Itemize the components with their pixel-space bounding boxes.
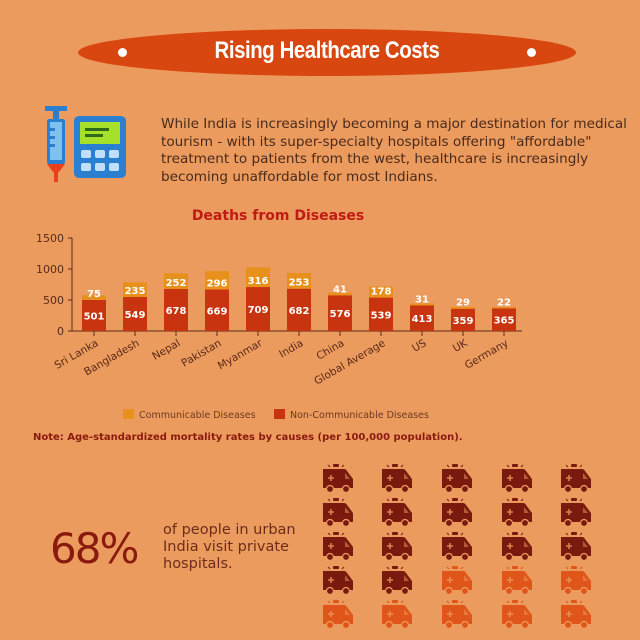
bar-communicable	[205, 271, 229, 290]
data-label-communicable: 316	[248, 276, 269, 287]
ambulance-icon	[442, 532, 472, 562]
stat-value: 68%	[50, 524, 139, 573]
ambulance-icon	[382, 498, 412, 528]
ambulance-icon	[382, 566, 412, 596]
bar-noncommunicable	[369, 297, 393, 331]
medical-icons	[45, 106, 126, 182]
bar-noncommunicable	[164, 288, 188, 331]
x-tick-label: Nepal	[150, 337, 182, 363]
ambulance-icon	[442, 464, 472, 494]
data-label-communicable: 29	[456, 298, 470, 309]
data-label-noncommunicable: 576	[330, 309, 351, 320]
data-label-noncommunicable: 359	[453, 316, 474, 327]
legend-swatch-noncommunicable	[274, 409, 285, 419]
data-label-noncommunicable: 678	[166, 306, 187, 317]
data-label-noncommunicable: 669	[207, 306, 228, 317]
ambulance-icon	[561, 532, 591, 562]
data-label-communicable: 75	[87, 289, 101, 300]
bar-noncommunicable	[287, 288, 311, 331]
bar-communicable	[328, 292, 352, 296]
chart-title: Deaths from Diseases	[192, 208, 364, 224]
ambulance-icon	[382, 532, 412, 562]
ambulance-icon	[442, 566, 472, 596]
legend-swatch-communicable	[123, 409, 134, 419]
data-label-communicable: 41	[333, 284, 347, 295]
banner-dot	[118, 48, 127, 57]
ambulance-icon	[382, 600, 412, 630]
ambulance-icon	[323, 464, 353, 494]
x-tick-label: China	[315, 337, 347, 362]
y-tick-label: 0	[57, 325, 64, 338]
y-tick-label: 500	[43, 294, 64, 307]
bar-communicable	[451, 306, 475, 309]
legend-label-communicable: Communicable Diseases	[139, 410, 256, 421]
bar-communicable	[82, 295, 106, 300]
banner-dot	[527, 48, 536, 57]
ambulance-icon	[502, 566, 532, 596]
data-label-noncommunicable: 365	[494, 316, 515, 327]
data-label-noncommunicable: 501	[84, 311, 105, 322]
x-tick-label: India	[277, 337, 305, 360]
ambulance-icon	[502, 532, 532, 562]
bar-noncommunicable	[410, 305, 434, 331]
bar-communicable	[123, 282, 147, 297]
bar-noncommunicable	[205, 289, 229, 331]
bar-communicable	[246, 267, 270, 288]
data-label-noncommunicable: 709	[248, 305, 269, 316]
syringe-icon	[45, 106, 67, 182]
bar-communicable	[164, 273, 188, 289]
data-label-noncommunicable: 539	[371, 310, 392, 321]
data-label-noncommunicable: 682	[289, 306, 310, 317]
bar-noncommunicable	[328, 295, 352, 331]
data-label-noncommunicable: 549	[125, 310, 146, 321]
y-tick-label: 1500	[36, 232, 64, 245]
ambulance-icon	[561, 600, 591, 630]
y-tick-label: 1000	[36, 263, 64, 276]
bar-noncommunicable	[82, 299, 106, 331]
bar-communicable	[369, 286, 393, 298]
legend-label-noncommunicable: Non-Communicable Diseases	[290, 410, 429, 421]
x-tick-label: Germany	[463, 337, 511, 372]
ambulance-icon	[323, 600, 353, 630]
ambulance-icon	[442, 600, 472, 630]
page-title: Rising Healthcare Costs	[214, 37, 440, 64]
ambulance-icon	[502, 464, 532, 494]
bar-noncommunicable	[123, 296, 147, 331]
data-label-communicable: 296	[207, 279, 228, 290]
ambulance-icon	[382, 464, 412, 494]
legend: Communicable Diseases Non-Communicable D…	[123, 409, 429, 421]
bar-communicable	[492, 307, 516, 309]
data-label-communicable: 252	[166, 278, 187, 289]
bar-noncommunicable	[246, 287, 270, 331]
deaths-chart: Deaths from Diseases 05001000150050175Sr…	[33, 208, 522, 443]
bar-communicable	[287, 273, 311, 289]
ambulance-icon	[442, 498, 472, 528]
data-label-communicable: 235	[125, 286, 146, 297]
title-banner: Rising Healthcare Costs	[78, 29, 576, 76]
x-tick-label: US	[410, 337, 429, 355]
ambulance-icon	[502, 600, 532, 630]
x-tick-label: UK	[451, 337, 471, 355]
data-label-communicable: 253	[289, 278, 310, 289]
calculator-icon	[74, 116, 126, 178]
ambulance-icon	[561, 498, 591, 528]
bar-noncommunicable	[451, 308, 475, 331]
ambulance-icon	[502, 498, 532, 528]
bar-communicable	[410, 303, 434, 306]
data-label-communicable: 178	[371, 287, 392, 298]
ambulance-icon	[561, 464, 591, 494]
data-label-communicable: 22	[497, 297, 511, 308]
bar-noncommunicable	[492, 308, 516, 331]
stat-description: of people in urban India visit private h…	[163, 522, 296, 572]
data-label-communicable: 31	[415, 294, 429, 305]
intro-paragraph: While India is increasingly becoming a m…	[161, 116, 627, 185]
ambulance-icon	[561, 566, 591, 596]
chart-note: Note: Age-standardized mortality rates b…	[33, 432, 463, 443]
ambulance-icon	[323, 498, 353, 528]
ambulance-icon	[323, 532, 353, 562]
data-label-noncommunicable: 413	[412, 314, 433, 325]
x-tick-label: Myanmar	[216, 337, 265, 372]
ambulance-icon	[323, 566, 353, 596]
x-tick-label: Global Average	[312, 337, 387, 387]
